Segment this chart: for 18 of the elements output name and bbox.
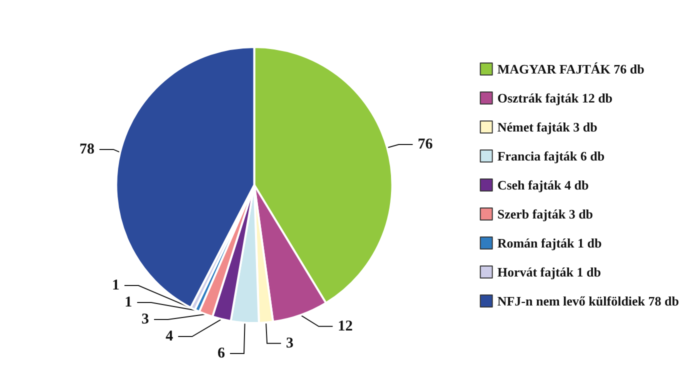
data-label: 3 [286, 335, 294, 352]
legend-label: Cseh fajták 4 db [497, 178, 589, 192]
legend-label: Német fajták 3 db [497, 120, 598, 134]
data-label: 6 [218, 346, 226, 362]
legend-label: NFJ-n nem levő külföldiek 78 db [497, 294, 680, 308]
legend-label: Horvát fajták 1 db [497, 264, 601, 280]
legend-label: Román fajták 1 db [497, 236, 602, 250]
legend-label: Francia fajták 6 db [497, 148, 605, 164]
data-label: 78 [79, 141, 94, 158]
data-label: 1 [112, 278, 120, 294]
data-label: 76 [418, 136, 434, 153]
data-label: 1 [124, 294, 132, 310]
legend-label: Osztrák fajták 12 db [497, 90, 613, 106]
data-label: 4 [166, 328, 174, 344]
legend-label: MAGYAR FAJTÁK 76 db [497, 62, 644, 76]
data-label: 12 [338, 318, 353, 334]
data-label: 3 [142, 312, 150, 328]
legend-label: Szerb fajták 3 db [497, 206, 594, 222]
